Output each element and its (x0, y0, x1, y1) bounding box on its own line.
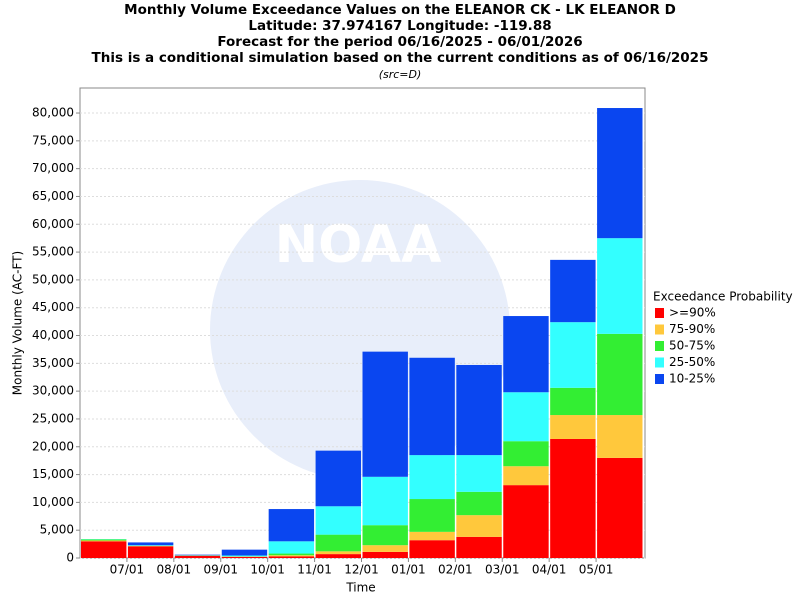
bar-segment (81, 539, 127, 541)
x-tick-label: 03/01 (485, 563, 520, 577)
bar-segment (409, 455, 455, 500)
bar-segment (409, 357, 455, 456)
bar-segment (362, 525, 408, 546)
y-tick-label: 10,000 (32, 495, 74, 509)
bar-segment (127, 546, 174, 558)
x-tick-label: 09/01 (203, 563, 238, 577)
bar-segment (409, 531, 455, 541)
x-tick-label: 01/01 (391, 563, 426, 577)
legend-swatch (655, 308, 664, 318)
bar-segment (456, 455, 502, 492)
bar-segment (597, 333, 643, 416)
bar-segment (268, 556, 315, 558)
bar-segment (315, 534, 361, 552)
bar-segment (127, 545, 174, 546)
legend-swatch (655, 324, 664, 335)
y-tick-label: 40,000 (32, 328, 74, 342)
y-tick-label: 65,000 (32, 189, 74, 203)
bar-segment (81, 541, 127, 558)
y-tick-label: 0 (66, 551, 74, 565)
bar-segment (174, 555, 221, 558)
bar-segment (503, 316, 549, 393)
x-axis-label: Time (345, 581, 375, 595)
x-tick-label: 07/01 (110, 563, 145, 577)
bar-segment (315, 551, 361, 555)
y-tick-label: 5,000 (40, 523, 74, 537)
bar-segment (81, 540, 127, 542)
y-tick-label: 50,000 (32, 272, 74, 286)
y-tick-label: 55,000 (32, 245, 74, 259)
source: (src=D) (379, 68, 422, 81)
bar-segment (409, 540, 455, 558)
y-tick-label: 15,000 (32, 467, 74, 481)
bar-segment (597, 457, 643, 558)
legend-label: 25-50% (669, 355, 715, 369)
x-tick-label: 04/01 (532, 563, 567, 577)
subtitle: Forecast for the period 06/16/2025 - 06/… (217, 34, 582, 50)
x-tick-label: 05/01 (579, 563, 614, 577)
bar-segment (221, 549, 268, 556)
bar-segment (597, 108, 643, 239)
y-tick-label: 60,000 (32, 217, 74, 231)
bar-segment (315, 450, 361, 507)
bar-segment (362, 545, 408, 552)
bar-segment (550, 438, 596, 558)
x-tick-label: 08/01 (157, 563, 192, 577)
bar-segment (550, 259, 596, 323)
y-tick-label: 45,000 (32, 300, 74, 314)
bar-segment (550, 322, 596, 388)
legend-label: 75-90% (669, 322, 715, 336)
bar-segment (127, 542, 174, 546)
legend-title: Exceedance Probability (653, 290, 793, 304)
legend-label: >=90% (669, 306, 716, 320)
bar-segment (597, 238, 643, 334)
legend-label: 50-75% (669, 339, 715, 353)
y-axis-label: Monthly Volume (AC-FT) (11, 251, 25, 395)
x-tick-label: 10/01 (250, 563, 285, 577)
x-tick-label: 11/01 (297, 563, 332, 577)
legend-swatch (655, 357, 664, 368)
legend-swatch (655, 374, 664, 384)
y-tick-label: 25,000 (32, 411, 74, 425)
legend-label: 10-25% (669, 372, 715, 386)
y-tick-label: 30,000 (32, 384, 74, 398)
y-tick-label: 70,000 (32, 161, 74, 175)
bar-segment (503, 485, 549, 558)
bar-segment (221, 556, 268, 558)
bar-segment (503, 441, 549, 467)
bar-segment (362, 476, 408, 526)
y-tick-label: 20,000 (32, 439, 74, 453)
bar-segment (362, 551, 408, 558)
watermark: NOAA (275, 215, 442, 275)
y-tick-label: 75,000 (32, 133, 74, 147)
y-tick-label: 80,000 (32, 106, 74, 120)
bar-segment (315, 506, 361, 535)
subtitle: This is a conditional simulation based o… (92, 50, 709, 66)
bar-segment (268, 541, 315, 554)
bar-segment (550, 415, 596, 439)
bar-segment (221, 555, 268, 557)
bar-segment (503, 392, 549, 442)
bar-segment (456, 536, 502, 558)
bar-segment (362, 351, 408, 477)
y-tick-label: 35,000 (32, 356, 74, 370)
bar-segment (268, 555, 315, 557)
bar-segment (597, 415, 643, 458)
bar-segment (550, 387, 596, 416)
bar-segment (268, 509, 315, 542)
bar-segment (503, 466, 549, 486)
x-tick-label: 12/01 (344, 563, 379, 577)
bar-segment (315, 554, 361, 558)
bar-segment (174, 554, 221, 556)
x-tick-label: 02/01 (438, 563, 473, 577)
bar-segment (456, 364, 502, 456)
subtitle: Latitude: 37.974167 Longitude: -119.88 (248, 18, 551, 34)
chart-title: Monthly Volume Exceedance Values on the … (124, 2, 676, 18)
bar-segment (409, 499, 455, 532)
legend-swatch (655, 341, 664, 351)
bar-segment (456, 491, 502, 516)
bar-segment (268, 553, 315, 556)
bar-segment (456, 515, 502, 537)
